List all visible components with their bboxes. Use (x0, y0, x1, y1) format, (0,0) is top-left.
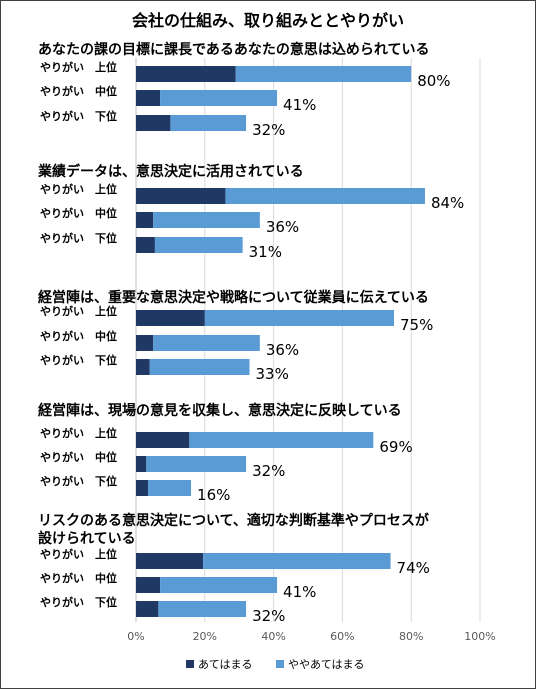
value-label: 69% (379, 438, 412, 456)
category-label: やりがい 下位 (40, 595, 117, 609)
category-label: やりがい 上位 (40, 547, 117, 561)
value-label: 33% (256, 365, 289, 383)
value-label: 32% (252, 462, 285, 480)
bar-segment-yaya-atehamaru (204, 310, 394, 326)
tick-label: 40% (261, 630, 285, 643)
category-label: やりがい 下位 (40, 353, 117, 367)
bar-segment-atehamaru (136, 90, 161, 106)
bar-segment-yaya-atehamaru (203, 553, 391, 569)
category-label: やりがい 上位 (40, 182, 117, 196)
group-title: 経営陣は、現場の意見を収集し、意思決定に反映している (38, 402, 402, 419)
value-label: 36% (266, 341, 299, 359)
bar-segment-atehamaru (136, 66, 236, 82)
bar-segment-yaya-atehamaru (189, 432, 374, 448)
bar-segment-yaya-atehamaru (160, 90, 278, 106)
legend-label: ややあてはまる (288, 658, 365, 671)
bar-segment-yaya-atehamaru (154, 237, 243, 253)
tick-label: 20% (193, 630, 217, 643)
bar-segment-atehamaru (136, 237, 155, 253)
bar-segment-yaya-atehamaru (225, 188, 425, 204)
category-label: やりがい 中位 (40, 206, 117, 220)
legend-label: あてはまる (198, 658, 253, 671)
bar-segment-atehamaru (136, 188, 226, 204)
legend-swatch (186, 660, 194, 668)
group-title: 設けられている (38, 530, 136, 547)
category-label: やりがい 上位 (40, 426, 117, 440)
value-label: 16% (197, 486, 230, 504)
bar-segment-atehamaru (136, 432, 190, 448)
bar-segment-yaya-atehamaru (170, 115, 247, 131)
chart-title: 会社の仕組み、取り組みととやりがい (132, 11, 404, 30)
bar-segment-yaya-atehamaru (153, 335, 260, 351)
bar-segment-atehamaru (136, 553, 204, 569)
bar-segment-atehamaru (136, 480, 149, 496)
value-label: 32% (252, 121, 285, 139)
category-label: やりがい 中位 (40, 84, 117, 98)
tick-label: 60% (330, 630, 354, 643)
category-label: やりがい 中位 (40, 329, 117, 343)
tick-label: 0% (127, 630, 144, 643)
labels: 0% 20% 40% 60% 80% 100% あなたの課の目標に課長であるあなたの意思は込… (37, 41, 496, 671)
group-title: 経営陣は、重要な意思決定や戦略について従業員に伝えている (38, 289, 429, 306)
value-label: 80% (417, 72, 450, 90)
category-label: やりがい 中位 (40, 450, 117, 464)
value-label: 75% (400, 316, 433, 334)
value-label: 32% (252, 607, 285, 625)
value-label: 84% (431, 194, 464, 212)
bar-segment-atehamaru (136, 359, 150, 375)
bar-segment-yaya-atehamaru (148, 480, 192, 496)
bar-segment-atehamaru (136, 601, 159, 617)
value-label: 31% (249, 243, 282, 261)
category-label: やりがい 上位 (40, 304, 117, 318)
group-title: 業績データは、意思決定に活用されている (37, 163, 304, 180)
bar-segment-yaya-atehamaru (160, 577, 278, 593)
category-label: やりがい 下位 (40, 474, 117, 488)
bar-segment-atehamaru (136, 335, 154, 351)
bar-segment-atehamaru (136, 212, 154, 228)
bar-segment-yaya-atehamaru (235, 66, 412, 82)
group-title: あなたの課の目標に課長であるあなたの意思は込められている (38, 41, 429, 58)
category-label: やりがい 上位 (40, 60, 117, 74)
value-label: 41% (283, 583, 316, 601)
bar-segment-yaya-atehamaru (149, 359, 250, 375)
category-label: やりがい 下位 (40, 109, 117, 123)
value-label: 74% (397, 559, 430, 577)
tick-label: 100% (464, 630, 495, 643)
bars (136, 66, 425, 617)
bar-segment-yaya-atehamaru (146, 456, 247, 472)
value-label: 41% (283, 96, 316, 114)
category-label: やりがい 下位 (40, 231, 117, 245)
tick-label: 80% (399, 630, 423, 643)
bar-segment-atehamaru (136, 456, 147, 472)
category-label: やりがい 中位 (40, 571, 117, 585)
value-label: 36% (266, 218, 299, 236)
bar-segment-atehamaru (136, 577, 161, 593)
bar-segment-yaya-atehamaru (153, 212, 260, 228)
group-title: リスクのある意思決定について、適切な判断基準やプロセスが (38, 512, 430, 529)
bar-segment-atehamaru (136, 310, 205, 326)
gridlines (135, 58, 481, 622)
bar-segment-yaya-atehamaru (158, 601, 247, 617)
legend-swatch (276, 660, 284, 668)
bar-segment-atehamaru (136, 115, 171, 131)
